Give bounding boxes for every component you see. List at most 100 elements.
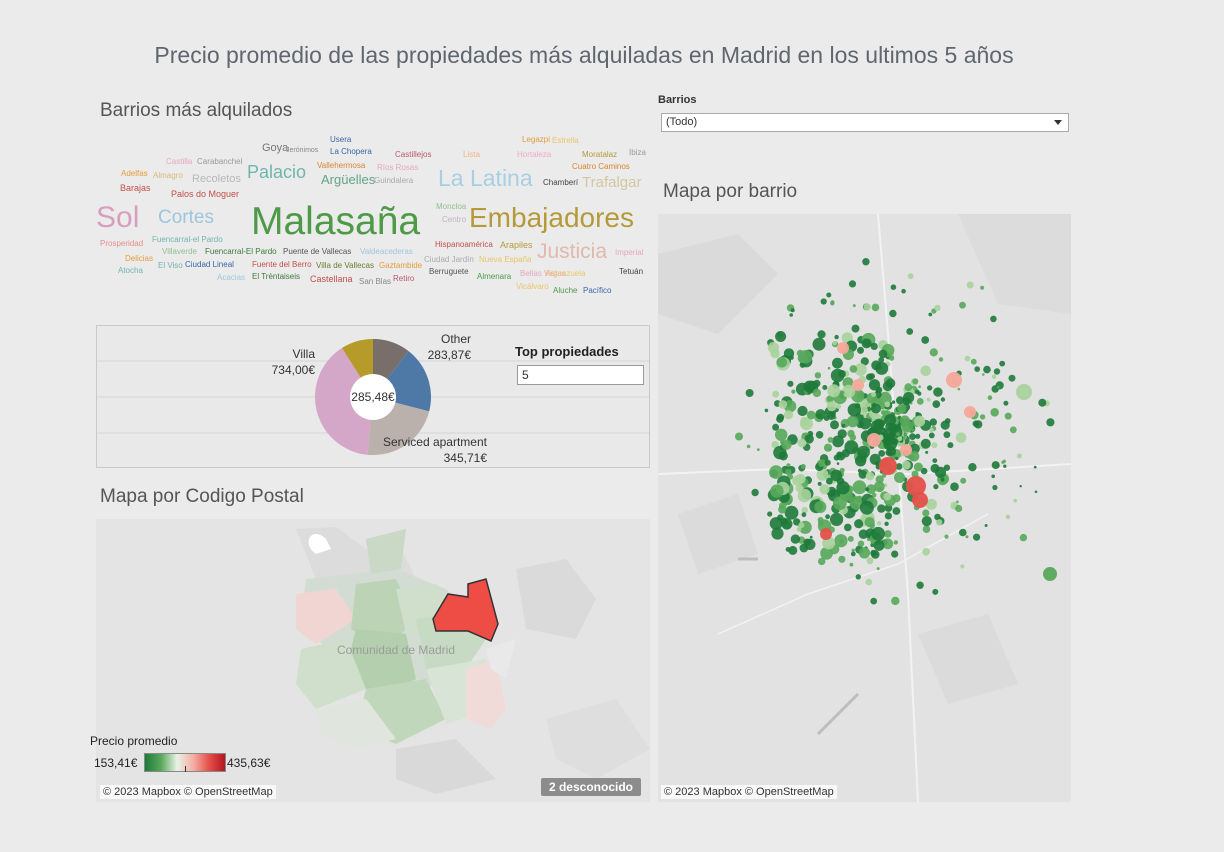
map-barrio-bubble[interactable] — [934, 466, 947, 478]
map-barrio-bubble[interactable] — [847, 535, 854, 542]
wordcloud-word[interactable]: El Trèntaiseis — [252, 272, 301, 281]
map-barrio-bubble[interactable] — [895, 463, 903, 470]
map-barrio-bubble[interactable] — [932, 588, 939, 595]
map-barrio-bubble[interactable] — [929, 418, 937, 426]
wordcloud-word[interactable]: Recoletos — [192, 173, 241, 185]
wordcloud-word[interactable]: Arganzuela — [545, 269, 586, 278]
map-barrio-bubble[interactable] — [884, 512, 892, 520]
map-barrio-bubble[interactable] — [964, 406, 976, 418]
wordcloud-word[interactable]: Embajadores — [469, 202, 634, 233]
wordcloud-word[interactable]: Imperial — [615, 248, 644, 257]
map-barrio-bubble[interactable] — [790, 308, 795, 313]
wordcloud-word[interactable]: Aluche — [553, 286, 578, 295]
map-barrio-bubble[interactable] — [767, 342, 779, 354]
map-barrio-bubble[interactable] — [854, 519, 864, 529]
map-barrio-bubble[interactable] — [947, 442, 954, 449]
map-barrio-bubble[interactable] — [778, 505, 787, 514]
map-barrio-bubble[interactable] — [820, 528, 832, 540]
map-barrio-bubble[interactable] — [819, 484, 830, 495]
map-barrio-bubble[interactable] — [817, 330, 826, 339]
map-barrio-bubble[interactable] — [859, 417, 871, 430]
map-barrio-bubble[interactable] — [830, 368, 845, 383]
map-barrio-bubble[interactable] — [920, 365, 931, 377]
map-barrio-bubble[interactable] — [933, 387, 943, 397]
map-barrio-bubble[interactable] — [769, 517, 783, 530]
wordcloud-word[interactable]: Acacias — [217, 273, 246, 282]
map-barrio-bubble[interactable] — [896, 396, 905, 405]
map-barrio-bubble[interactable] — [854, 363, 867, 376]
wordcloud-word[interactable]: La Latina — [438, 165, 533, 191]
map-barrio-bubble[interactable] — [897, 403, 907, 414]
map-barrio-bubble[interactable] — [993, 368, 1001, 375]
map-barrio-bubble[interactable] — [980, 285, 985, 290]
wordcloud-word[interactable]: Fuente del Berro — [252, 260, 312, 269]
map-barrio-bubble[interactable] — [891, 400, 896, 404]
map-barrio-bubble[interactable] — [772, 390, 779, 398]
wordcloud-word[interactable]: Goya — [262, 142, 289, 154]
map-barrio-bubble[interactable] — [848, 280, 857, 288]
map-barrio-bubble[interactable] — [843, 391, 850, 398]
map-barrio-bubble[interactable] — [797, 405, 808, 417]
map-barrio-bubble[interactable] — [788, 545, 798, 555]
wordcloud-word[interactable]: Argüelles — [321, 172, 376, 187]
map-barrio-bubble[interactable] — [1019, 533, 1028, 542]
map-barrio-bubble[interactable] — [865, 471, 875, 481]
map-barrio-bubble[interactable] — [881, 410, 886, 415]
map-barrio-bubble[interactable] — [857, 445, 870, 459]
map-barrio-bubble[interactable] — [836, 452, 846, 461]
map-barrio-bubble[interactable] — [925, 498, 937, 510]
wordcloud-word[interactable]: Trafalgar — [582, 174, 642, 191]
map-barrio-bubble[interactable] — [906, 476, 926, 496]
unknown-badge[interactable]: 2 desconocido — [540, 778, 641, 796]
wordcloud-word[interactable]: Centro — [442, 215, 467, 224]
map-barrio-bubble[interactable] — [806, 410, 816, 420]
map-barrio-bubble[interactable] — [814, 372, 822, 379]
map-barrio-bubble[interactable] — [897, 436, 903, 442]
map-barrio-bubble[interactable] — [801, 512, 807, 518]
wordcloud-word[interactable]: Villa de Vallecas — [316, 261, 374, 270]
map-barrio-bubble[interactable] — [931, 442, 938, 449]
map-barrio-bubble[interactable] — [861, 338, 872, 349]
map-barrio-bubble[interactable] — [786, 463, 791, 468]
wordcloud-word[interactable]: Puente de Vallecas — [283, 247, 352, 256]
map-barrio-bubble[interactable] — [1013, 498, 1018, 503]
map-barrio-bubble[interactable] — [916, 581, 924, 589]
map-barrio-bubble[interactable] — [783, 348, 795, 359]
map-barrio-bubble[interactable] — [844, 523, 852, 532]
map-barrio-bubble[interactable] — [851, 548, 855, 552]
map-barrio-bubble[interactable] — [1003, 400, 1009, 406]
map-barrio-bubble[interactable] — [938, 357, 944, 362]
pie-slice[interactable] — [314, 348, 373, 455]
map-barrio-bubble[interactable] — [960, 477, 967, 484]
map-barrio-bubble[interactable] — [797, 438, 807, 448]
wordcloud-word[interactable]: Bellas Vistas — [520, 269, 566, 278]
map-barrio-bubble[interactable] — [943, 431, 951, 439]
map-barrio-bubble[interactable] — [925, 450, 929, 454]
wordcloud-word[interactable]: Prosperidad — [100, 239, 144, 248]
map-barrio-bubble[interactable] — [785, 468, 792, 476]
map-barrio-bubble[interactable] — [849, 365, 858, 373]
wordcloud-word[interactable]: Lista — [463, 150, 480, 159]
map-barrio-bubble[interactable] — [878, 357, 885, 363]
wordcloud-word[interactable]: Cuatro Caminos — [572, 162, 630, 171]
map-barrio-bubble[interactable] — [789, 313, 793, 317]
map-barrio-bubble[interactable] — [803, 380, 816, 394]
map-barrio-bubble[interactable] — [817, 481, 822, 486]
wordcloud-word[interactable]: Arapiles — [500, 240, 533, 250]
map-barrio-bubble[interactable] — [959, 528, 967, 537]
map-barrio-bubble[interactable] — [1034, 490, 1038, 494]
wordcloud-word[interactable]: Nueva España — [479, 255, 532, 264]
map-barrio-bubble[interactable] — [1033, 465, 1037, 469]
map-barrio-bubble[interactable] — [877, 521, 882, 526]
map-barrio-bubble[interactable] — [776, 413, 785, 422]
map-barrio-bubble[interactable] — [847, 403, 861, 417]
map-barrio-bubble[interactable] — [852, 379, 864, 391]
map-barrio-bubble[interactable] — [832, 357, 843, 369]
map-barrio-bubble[interactable] — [972, 420, 980, 427]
map-barrio-bubble[interactable] — [934, 304, 941, 312]
map-barrio-bubble[interactable] — [823, 443, 833, 452]
map-barrio-bubble[interactable] — [991, 374, 997, 379]
map-barrio-bubble[interactable] — [826, 401, 837, 412]
map-barrio-bubble[interactable] — [877, 504, 886, 513]
wordcloud-word[interactable]: Castilla — [166, 157, 193, 166]
